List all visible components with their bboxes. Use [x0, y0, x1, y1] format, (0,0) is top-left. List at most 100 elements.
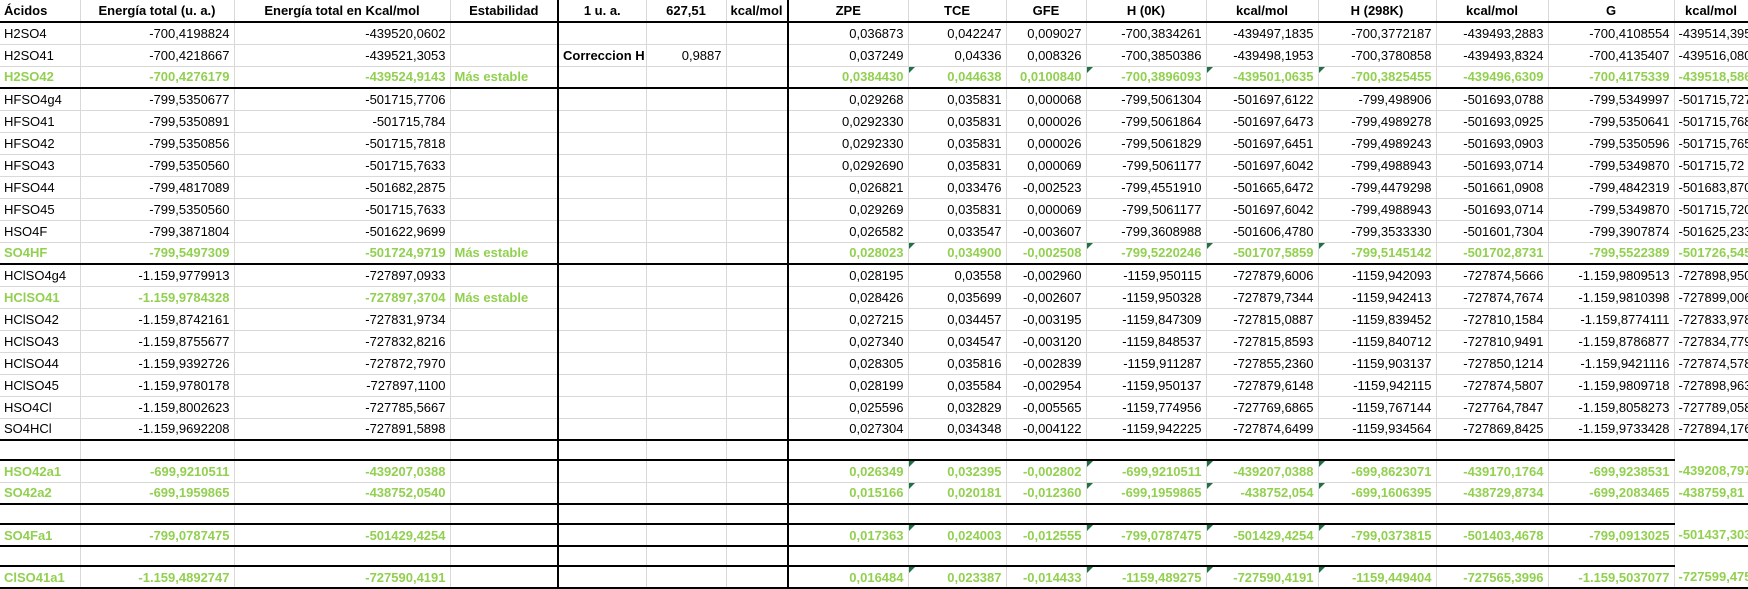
acid-name-cell[interactable]: HClSO4g4 [0, 264, 81, 287]
stability-cell[interactable] [450, 418, 559, 441]
empty-cell[interactable] [558, 88, 647, 111]
header-conv-unit[interactable]: kcal/mol [726, 0, 789, 23]
value-cell[interactable]: -0,002839 [1006, 352, 1087, 375]
value-cell[interactable]: 0,028305 [788, 352, 909, 375]
value-cell[interactable]: 0,044638 [908, 66, 1007, 89]
empty-cell[interactable] [646, 110, 727, 133]
value-cell[interactable]: -501697,6473 [1206, 110, 1319, 133]
empty-cell[interactable] [726, 566, 789, 589]
empty-cell[interactable] [646, 352, 727, 375]
energy-ua-cell[interactable]: -799,0787475 [80, 524, 235, 547]
empty-cell[interactable] [726, 176, 789, 199]
value-cell[interactable]: 0,0292330 [788, 110, 909, 133]
value-cell[interactable]: -1.159,9809718 [1548, 374, 1675, 397]
header-energy-kcal[interactable]: Energía total en Kcal/mol [234, 0, 451, 23]
value-cell[interactable]: 0,035816 [908, 352, 1007, 375]
energy-kcal-cell[interactable]: -501715,7633 [234, 198, 451, 221]
energy-kcal-cell[interactable]: -439520,0602 [234, 22, 451, 45]
value-cell[interactable]: -727810,1584 [1436, 308, 1549, 331]
stability-cell[interactable] [450, 330, 559, 353]
stability-cell[interactable] [450, 198, 559, 221]
acid-name-cell[interactable]: HSO42a1 [0, 460, 81, 483]
value-cell[interactable]: -799,3533330 [1318, 220, 1437, 243]
value-cell[interactable]: -501429,4254 [1206, 524, 1319, 547]
stability-cell[interactable] [450, 22, 559, 45]
empty-cell[interactable] [558, 418, 647, 441]
value-cell[interactable]: 0,028426 [788, 286, 909, 309]
value-cell[interactable]: -799,5349870 [1548, 198, 1675, 221]
value-cell[interactable]: -799,498906 [1318, 88, 1437, 111]
value-cell[interactable]: -700,3896093 [1086, 66, 1207, 89]
empty-cell[interactable] [1206, 546, 1319, 567]
energy-kcal-cell[interactable]: -727897,0933 [234, 264, 451, 287]
value-cell[interactable]: -799,5061177 [1086, 198, 1207, 221]
empty-cell[interactable] [1548, 546, 1675, 567]
value-cell[interactable]: -727874,7674 [1436, 286, 1549, 309]
empty-cell[interactable] [0, 546, 81, 567]
header-energy-ua[interactable]: Energía total (u. a.) [80, 0, 235, 23]
empty-cell[interactable] [726, 352, 789, 375]
value-cell[interactable]: -699,9238531 [1548, 460, 1675, 483]
value-cell[interactable]: -501606,4780 [1206, 220, 1319, 243]
empty-cell[interactable] [1548, 440, 1675, 461]
empty-cell[interactable] [646, 396, 727, 419]
value-cell[interactable]: -501715,7279 [1674, 88, 1748, 111]
empty-cell[interactable] [646, 242, 727, 265]
value-cell[interactable]: 0,029269 [788, 198, 909, 221]
stability-cell[interactable] [450, 566, 559, 589]
empty-cell[interactable] [1086, 546, 1207, 567]
value-cell[interactable]: -439170,1764 [1436, 460, 1549, 483]
energy-ua-cell[interactable]: -699,9210511 [80, 460, 235, 483]
value-cell[interactable]: -501697,6451 [1206, 132, 1319, 155]
empty-cell[interactable] [558, 482, 647, 505]
empty-cell[interactable] [1006, 546, 1087, 567]
value-cell[interactable]: -700,3834261 [1086, 22, 1207, 45]
stability-cell[interactable] [450, 88, 559, 111]
acid-name-cell[interactable]: HFSO41 [0, 110, 81, 133]
value-cell[interactable]: -1.159,9421116 [1548, 352, 1675, 375]
value-cell[interactable]: -1159,839452 [1318, 308, 1437, 331]
acid-name-cell[interactable]: HClSO42 [0, 308, 81, 331]
value-cell[interactable]: -799,4551910 [1086, 176, 1207, 199]
value-cell[interactable]: -727898,9636 [1674, 374, 1748, 397]
energy-kcal-cell[interactable]: -439207,0388 [234, 460, 451, 483]
empty-cell[interactable] [646, 418, 727, 441]
header-kcal-2[interactable]: kcal/mol [1436, 0, 1549, 23]
value-cell[interactable]: -1.159,9733428 [1548, 418, 1675, 441]
value-cell[interactable]: 0,0384430 [788, 66, 909, 89]
value-cell[interactable]: -501702,8731 [1436, 242, 1549, 265]
value-cell[interactable]: 0,035584 [908, 374, 1007, 397]
header-h0k[interactable]: H (0K) [1086, 0, 1207, 23]
empty-cell[interactable] [558, 66, 647, 89]
value-cell[interactable]: -727899,0063 [1674, 286, 1748, 309]
energy-ua-cell[interactable]: -700,4198824 [80, 22, 235, 45]
value-cell[interactable]: -501726,5457 [1674, 242, 1748, 265]
acid-name-cell[interactable]: HFSO45 [0, 198, 81, 221]
value-cell[interactable]: -700,3825455 [1318, 66, 1437, 89]
value-cell[interactable]: -0,004122 [1006, 418, 1087, 441]
value-cell[interactable]: -1159,489275 [1086, 566, 1207, 589]
energy-kcal-cell[interactable]: -727872,7970 [234, 352, 451, 375]
stability-cell[interactable] [450, 374, 559, 397]
energy-ua-cell[interactable]: -799,5350560 [80, 198, 235, 221]
empty-cell[interactable] [646, 264, 727, 287]
value-cell[interactable]: -501697,6042 [1206, 198, 1319, 221]
value-cell[interactable]: -0,014433 [1006, 566, 1087, 589]
header-g[interactable]: G [1548, 0, 1675, 23]
value-cell[interactable]: 0,036873 [788, 22, 909, 45]
stability-cell[interactable]: Más estable [450, 286, 559, 309]
stability-cell[interactable] [450, 220, 559, 243]
value-cell[interactable]: -700,3780858 [1318, 44, 1437, 67]
empty-cell[interactable] [558, 176, 647, 199]
empty-cell[interactable] [558, 546, 647, 567]
energy-ua-cell[interactable]: -1.159,9392726 [80, 352, 235, 375]
empty-cell[interactable] [558, 352, 647, 375]
value-cell[interactable]: -439501,0635 [1206, 66, 1319, 89]
value-cell[interactable]: -1159,950137 [1086, 374, 1207, 397]
value-cell[interactable]: -700,4175339 [1548, 66, 1675, 89]
value-cell[interactable]: -0,002954 [1006, 374, 1087, 397]
value-cell[interactable]: -799,4989278 [1318, 110, 1437, 133]
energy-kcal-cell[interactable]: -501622,9699 [234, 220, 451, 243]
value-cell[interactable]: -727874,5785 [1674, 352, 1748, 375]
empty-cell[interactable] [726, 374, 789, 397]
